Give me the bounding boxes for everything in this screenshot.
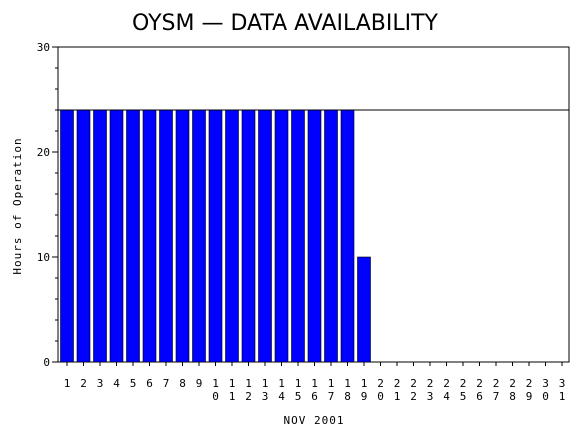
bar-day-10: [208, 109, 223, 363]
bar-day-5: [126, 109, 140, 363]
x-tick-label: 6: [146, 377, 153, 390]
bar-day-8: [175, 109, 190, 363]
bar-day-9: [192, 109, 206, 363]
y-tick-label: 30: [37, 41, 50, 54]
bar-day-4: [109, 109, 124, 363]
bar-day-19: [357, 256, 371, 363]
y-axis-label: Hours of Operation: [11, 137, 24, 274]
bar-day-16: [307, 109, 322, 363]
bar-day-18: [340, 109, 355, 363]
x-tick-label: 3: [97, 377, 104, 390]
x-tick-label: 5: [130, 377, 137, 390]
bar-day-15: [291, 109, 305, 363]
chart-title: OYSM — DATA AVAILABILITY: [132, 11, 439, 36]
y-tick-label: 20: [37, 146, 50, 159]
bar-day-12: [241, 109, 256, 363]
bar-day-13: [258, 109, 272, 363]
y-tick-label: 0: [43, 356, 50, 369]
x-tick-label: 2: [80, 377, 87, 390]
x-tick-label: 1: [64, 377, 71, 390]
bar-day-17: [324, 109, 338, 363]
y-tick-label: 10: [37, 251, 50, 264]
bar-day-11: [225, 109, 239, 363]
x-tick-label: 7: [163, 377, 170, 390]
x-tick-label: 4: [113, 377, 120, 390]
x-axis-label: NOV 2001: [284, 414, 345, 427]
bar-day-6: [142, 109, 157, 363]
bar-day-3: [93, 109, 107, 363]
bar-day-14: [274, 109, 289, 363]
x-tick-label: 9: [196, 377, 203, 390]
bar-day-1: [60, 109, 74, 363]
bar-day-2: [76, 109, 91, 363]
bar-day-7: [159, 109, 173, 363]
x-tick-label: 8: [179, 377, 186, 390]
